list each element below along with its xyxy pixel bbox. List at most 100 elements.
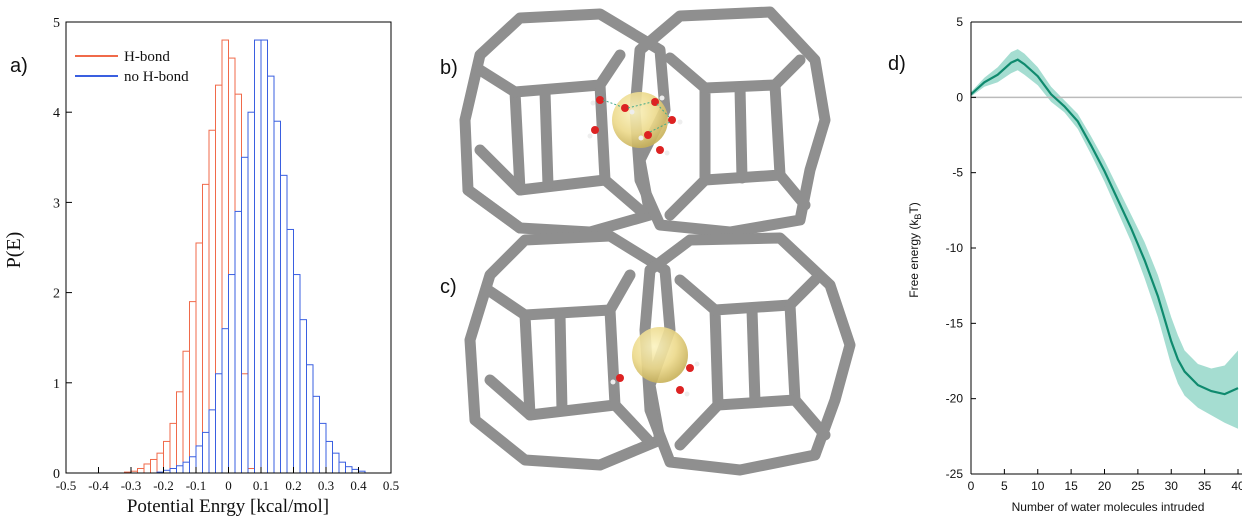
hbond-bar-13 xyxy=(208,129,216,473)
hbond-bar-19 xyxy=(247,467,255,473)
histogram-x-tick-label-6: 0.1 xyxy=(253,478,269,493)
histogram-chart: -0.5 -0.4 -0.3 -0.2 -0.1 0 0.1 0.2 0.3 0.4 0.5 0 1 2… xyxy=(3,16,399,517)
histogram-x-tick-label-3: -0.2 xyxy=(153,478,174,493)
free-energy-chart: 0 5 10 15 20 25 30 35 40 5 0 -5 -10 -15 -20 -25 Number… xyxy=(907,15,1242,514)
nohbond-bar-23 xyxy=(306,364,314,473)
histogram-x-axis-label: Potential Enrgy [kcal/mol] xyxy=(127,496,329,517)
histogram-x-tick-label-4: -0.1 xyxy=(186,478,207,493)
free-energy-x-tick-label-2: 10 xyxy=(1031,479,1045,493)
histogram-y-ticks: 0 1 2 3 4 5 xyxy=(53,16,72,482)
histogram-x-tick-label-0: -0.5 xyxy=(56,478,77,493)
nohbond-bar-26 xyxy=(325,440,333,473)
nohbond-bar-2 xyxy=(169,467,177,473)
panel-label-b: b) xyxy=(440,57,458,79)
histogram-y-axis-label: P(E) xyxy=(3,232,25,269)
free-energy-x-axis-label: Number of water molecules intruded xyxy=(1012,500,1205,514)
free-energy-confidence-band xyxy=(971,49,1238,429)
hbond-bar-10 xyxy=(189,301,197,473)
histogram-x-tick-label-5: 0 xyxy=(225,478,232,493)
hbond-bar-11 xyxy=(195,242,203,473)
nohbond-bar-15 xyxy=(254,39,262,473)
free-energy-x-tick-label-5: 25 xyxy=(1131,479,1145,493)
hbond-bar-5 xyxy=(156,452,164,473)
cage-image-c xyxy=(464,230,856,476)
hbond-bar-2 xyxy=(137,467,145,473)
hbond-bar-8 xyxy=(176,391,184,473)
nohbond-bar-9 xyxy=(215,373,223,473)
ylabel-tail: T) xyxy=(907,202,921,213)
hbond-bar-18 xyxy=(241,373,249,473)
histogram-x-tick-label-8: 0.3 xyxy=(318,478,334,493)
hbond-bar-16 xyxy=(228,57,236,473)
water-molecules-c xyxy=(610,361,700,397)
histogram-y-tick-label-5: 5 xyxy=(53,16,60,31)
nohbond-bar-20 xyxy=(286,228,294,473)
histogram-y-tick-label-2: 2 xyxy=(53,287,60,302)
nohbond-bar-18 xyxy=(273,120,281,473)
histogram-y-tick-label-0: 0 xyxy=(53,467,60,482)
nohbond-bar-11 xyxy=(228,274,236,473)
histogram-x-ticks: -0.5 -0.4 -0.3 -0.2 -0.1 0 0.1 0.2 0.3 0.4 0.5 xyxy=(56,467,399,493)
hbond-bar-15 xyxy=(221,39,229,473)
free-energy-y-tick-label-2: -5 xyxy=(952,166,963,180)
legend-label-nohbond: no H-bond xyxy=(124,69,189,85)
nohbond-bar-10 xyxy=(221,328,229,473)
ylabel-main: Free energy (k xyxy=(907,219,921,298)
free-energy-x-tick-label-4: 20 xyxy=(1098,479,1112,493)
nohbond-bar-28 xyxy=(338,461,346,473)
nohbond-bar-13 xyxy=(241,156,249,473)
water-molecules-b xyxy=(587,95,683,156)
hbond-bar-12 xyxy=(202,183,210,473)
nohbond-bar-6 xyxy=(195,445,203,473)
hbond-bar-14 xyxy=(215,84,223,473)
nohbond-bar-17 xyxy=(267,75,275,473)
free-energy-y-tick-label-3: -10 xyxy=(946,241,964,255)
free-energy-y-tick-label-1: 0 xyxy=(956,90,963,104)
nohbond-bars xyxy=(156,39,366,473)
histogram-x-tick-label-7: 0.2 xyxy=(285,478,301,493)
nohbond-bar-8 xyxy=(208,409,216,473)
nohbond-bar-4 xyxy=(182,461,190,473)
free-energy-x-tick-label-1: 5 xyxy=(1001,479,1008,493)
nohbond-bar-12 xyxy=(234,210,242,473)
free-energy-y-tick-label-5: -20 xyxy=(946,392,964,406)
cage-image-b xyxy=(459,6,831,238)
histogram-x-tick-label-2: -0.3 xyxy=(121,478,142,493)
nohbond-bar-27 xyxy=(332,452,340,473)
ylabel-subscript: B xyxy=(913,214,923,220)
guest-sphere-c xyxy=(632,327,688,383)
nohbond-bar-3 xyxy=(176,465,184,473)
free-energy-x-tick-label-0: 0 xyxy=(968,479,975,493)
free-energy-y-tick-label-0: 5 xyxy=(956,15,963,29)
nohbond-bar-14 xyxy=(247,111,255,473)
panel-label-c: c) xyxy=(440,276,457,298)
hbond-bar-17 xyxy=(234,93,242,473)
free-energy-y-tick-label-4: -15 xyxy=(946,316,964,330)
histogram-y-tick-label-3: 3 xyxy=(53,196,60,211)
panel-label-a: a) xyxy=(10,55,28,77)
histogram-x-tick-label-1: -0.4 xyxy=(88,478,109,493)
histogram-y-tick-label-1: 1 xyxy=(53,377,60,392)
free-energy-x-tick-label-6: 30 xyxy=(1165,479,1179,493)
nohbond-bar-30 xyxy=(351,468,359,473)
free-energy-line xyxy=(971,58,1239,396)
hbond-bar-6 xyxy=(163,440,171,473)
nohbond-bar-25 xyxy=(319,422,327,473)
free-energy-y-axis-label: Free energy (kBT) xyxy=(907,202,923,297)
histogram-x-tick-label-10: 0.5 xyxy=(383,478,399,493)
panel-label-d: d) xyxy=(888,53,906,75)
nohbond-bar-16 xyxy=(260,39,268,473)
hbond-bar-7 xyxy=(169,422,177,473)
free-energy-y-tick-label-6: -25 xyxy=(946,467,964,481)
nohbond-bar-7 xyxy=(202,431,210,473)
nohbond-bar-19 xyxy=(280,174,288,473)
free-energy-x-ticks: 0 5 10 15 20 25 30 35 40 xyxy=(968,469,1242,493)
nohbond-bar-24 xyxy=(312,395,320,473)
free-energy-x-tick-label-8: 40 xyxy=(1231,479,1242,493)
free-energy-y-ticks: 5 0 -5 -10 -15 -20 -25 xyxy=(946,15,976,481)
histogram-x-tick-label-9: 0.4 xyxy=(350,478,367,493)
hbond-bar-3 xyxy=(143,463,151,473)
hbond-bar-9 xyxy=(182,350,190,473)
nohbond-bar-5 xyxy=(189,456,197,473)
